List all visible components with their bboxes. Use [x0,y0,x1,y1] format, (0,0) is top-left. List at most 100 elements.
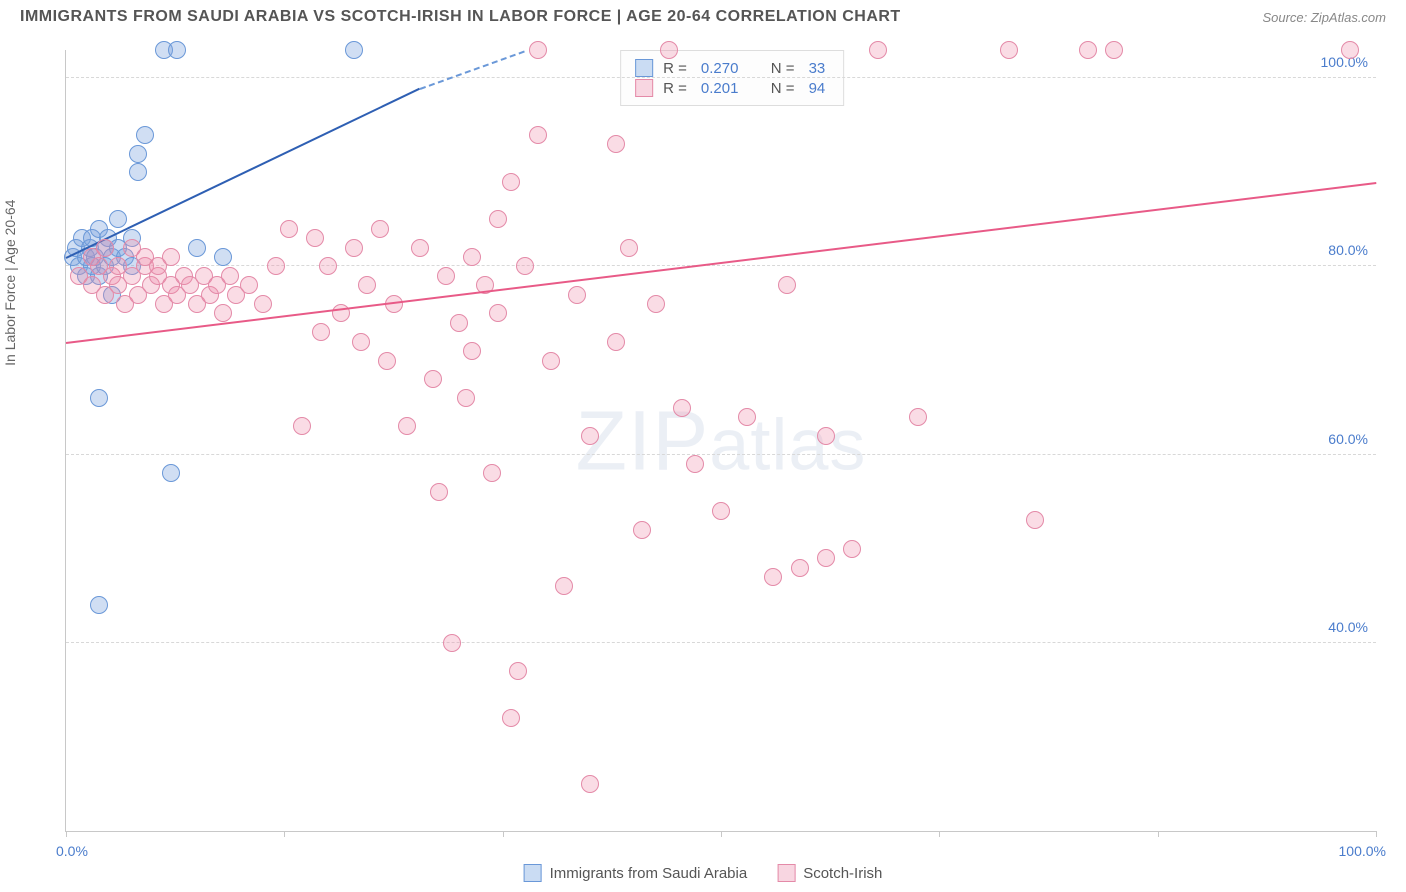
legend-n-value: 94 [809,80,826,97]
data-point [221,267,239,285]
data-point [869,41,887,59]
data-point [306,229,324,247]
data-point [345,41,363,59]
x-tick-mark [503,831,504,837]
data-point [843,540,861,558]
data-point [214,248,232,266]
data-point [430,483,448,501]
x-tick-max: 100.0% [1339,843,1386,859]
data-point [502,173,520,191]
legend-r-value: 0.201 [701,80,739,97]
x-tick-mark [284,831,285,837]
x-tick-mark [66,831,67,837]
data-point [817,549,835,567]
x-tick-mark [721,831,722,837]
data-point [240,276,258,294]
data-point [660,41,678,59]
data-point [162,464,180,482]
x-tick-mark [1158,831,1159,837]
series-legend-item: Immigrants from Saudi Arabia [524,864,748,882]
x-tick-min: 0.0% [56,843,88,859]
data-point [398,417,416,435]
data-point [424,370,442,388]
y-tick-label: 60.0% [1328,431,1368,447]
series-legend: Immigrants from Saudi Arabia Scotch-Irish [524,864,883,882]
data-point [1000,41,1018,59]
legend-swatch [635,59,653,77]
x-tick-mark [939,831,940,837]
data-point [778,276,796,294]
data-point [371,220,389,238]
legend-r-label: R = [663,80,687,97]
data-point [443,634,461,652]
data-point [1105,41,1123,59]
x-tick-mark [1376,831,1377,837]
series-label: Immigrants from Saudi Arabia [550,865,748,882]
data-point [909,408,927,426]
data-point [96,239,114,257]
data-point [738,408,756,426]
data-point [516,257,534,275]
legend-row: R = 0.201 N = 94 [635,79,829,97]
data-point [686,455,704,473]
y-tick-label: 40.0% [1328,619,1368,635]
data-point [529,41,547,59]
data-point [712,502,730,520]
data-point [129,163,147,181]
gridline-horizontal [66,454,1376,455]
data-point [280,220,298,238]
legend-swatch [524,864,542,882]
series-label: Scotch-Irish [803,865,882,882]
data-point [358,276,376,294]
data-point [254,295,272,313]
chart-title: IMMIGRANTS FROM SAUDI ARABIA VS SCOTCH-I… [20,8,901,26]
data-point [109,257,127,275]
data-point [489,304,507,322]
data-point [581,775,599,793]
legend-swatch [635,79,653,97]
trend-line [66,88,421,259]
data-point [214,304,232,322]
data-point [673,399,691,417]
data-point [450,314,468,332]
data-point [555,577,573,595]
data-point [509,662,527,680]
data-point [607,333,625,351]
data-point [188,239,206,257]
data-point [463,248,481,266]
data-point [90,596,108,614]
data-point [620,239,638,257]
data-point [312,323,330,341]
chart-container: In Labor Force | Age 20-64 ZIPatlas R =0… [20,40,1386,842]
data-point [1026,511,1044,529]
y-axis-label: In Labor Force | Age 20-64 [2,200,18,366]
trend-line-extrapolation [419,50,524,90]
data-point [502,709,520,727]
legend-r-label: R = [663,60,687,77]
data-point [817,427,835,445]
data-point [791,559,809,577]
data-point [483,464,501,482]
trend-line [66,182,1376,344]
gridline-horizontal [66,77,1376,78]
data-point [352,333,370,351]
source-attribution: Source: ZipAtlas.com [1262,10,1386,25]
legend-n-label: N = [771,80,795,97]
data-point [411,239,429,257]
data-point [168,41,186,59]
data-point [647,295,665,313]
data-point [542,352,560,370]
series-legend-item: Scotch-Irish [777,864,882,882]
data-point [136,126,154,144]
data-point [633,521,651,539]
scatter-plot: ZIPatlas R =0.270 N =33R =0.201 N =94 0.… [65,50,1376,832]
legend-r-value: 0.270 [701,60,739,77]
data-point [581,427,599,445]
data-point [1341,41,1359,59]
data-point [319,257,337,275]
data-point [568,286,586,304]
data-point [607,135,625,153]
legend-n-label: N = [771,60,795,77]
data-point [463,342,481,360]
gridline-horizontal [66,642,1376,643]
